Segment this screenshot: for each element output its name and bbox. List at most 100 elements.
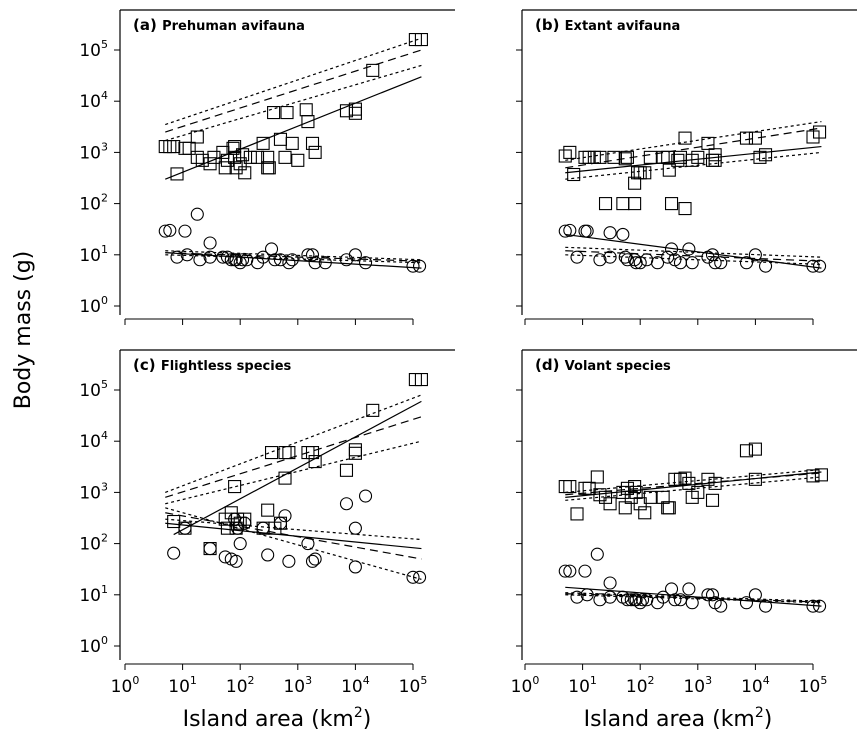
- data-point-circle: [308, 256, 322, 270]
- data-point-square: [348, 443, 362, 457]
- fit-line: [165, 252, 422, 269]
- data-point-circle: [406, 570, 420, 584]
- ci-upper-line: [165, 394, 422, 493]
- data-point-circle: [708, 256, 722, 270]
- data-point-square: [190, 130, 204, 144]
- data-point-circle: [668, 593, 682, 607]
- data-point-square: [664, 197, 679, 211]
- panel-a: (a) Prehuman avifauna 100 101 102 103 104 105: [79, 9, 455, 325]
- data-point-square: [261, 150, 275, 164]
- data-point-circle: [685, 256, 699, 270]
- y-tick-label: 103: [79, 480, 108, 503]
- data-point-square: [250, 150, 265, 164]
- data-point-square: [308, 455, 322, 469]
- data-point-circle: [413, 259, 427, 273]
- data-point-square: [629, 485, 643, 499]
- data-point-square: [638, 506, 652, 520]
- x-tick-label: 101: [168, 674, 197, 697]
- y-tick-label: 101: [79, 243, 108, 266]
- data-point-square: [282, 446, 296, 460]
- data-point-circle: [282, 256, 296, 270]
- x-tick-label: 104: [741, 674, 770, 697]
- data-point-square: [305, 446, 320, 460]
- data-point-circle: [570, 590, 584, 604]
- x-tick-label: 101: [568, 674, 597, 697]
- data-point-circle: [603, 590, 617, 604]
- data-point-circle: [178, 224, 192, 238]
- data-point-circle: [593, 593, 607, 607]
- data-point-square: [814, 468, 828, 482]
- x-tick-label: 102: [226, 674, 255, 697]
- fit-line: [565, 145, 822, 174]
- data-point-circle: [661, 250, 675, 264]
- data-point-circle: [308, 552, 322, 566]
- data-point-circle: [348, 560, 362, 574]
- data-point-circle: [664, 582, 679, 596]
- data-point-circle: [616, 227, 630, 241]
- panel-frame: [119, 9, 455, 315]
- data-point-square: [158, 140, 172, 154]
- data-point-circle: [348, 521, 362, 535]
- panel-b: (b) Extant avifauna: [516, 9, 857, 325]
- data-point-square: [308, 145, 322, 159]
- panel-d: (d) Volant species 100 101 102 103 104 105: [511, 349, 857, 697]
- data-point-square: [682, 476, 696, 490]
- data-point-square: [628, 197, 642, 211]
- data-point-square: [748, 472, 762, 486]
- y-tick-label: 102: [79, 532, 108, 555]
- data-point-square: [691, 485, 705, 499]
- data-point-square: [806, 469, 820, 483]
- data-point-circle: [220, 250, 234, 264]
- data-point-square: [701, 472, 715, 486]
- data-point-circle: [682, 582, 696, 596]
- data-point-circle: [650, 256, 665, 270]
- data-point-circle: [714, 599, 728, 613]
- x-tick-label: 102: [626, 674, 655, 697]
- data-point-square: [678, 202, 692, 216]
- data-point-circle: [218, 550, 232, 564]
- data-point-square: [758, 148, 773, 162]
- data-point-circle: [256, 521, 270, 535]
- data-point-square: [190, 150, 204, 164]
- data-point-square: [278, 150, 292, 164]
- y-tick-label: 100: [79, 634, 108, 657]
- data-point-square: [414, 372, 428, 387]
- ci-lower-line: [565, 254, 822, 265]
- data-point-square: [261, 503, 275, 517]
- data-point-square: [563, 480, 577, 494]
- data-point-circle: [413, 570, 427, 584]
- data-point-square: [291, 153, 305, 167]
- data-point-square: [563, 145, 577, 159]
- data-point-circle: [570, 250, 584, 264]
- data-point-circle: [273, 516, 288, 530]
- data-point-square: [178, 141, 192, 155]
- data-point-square: [305, 136, 320, 150]
- ci-lower-line: [565, 594, 822, 604]
- data-point-square: [616, 197, 630, 211]
- data-point-circle: [590, 547, 604, 561]
- data-point-circle: [167, 546, 181, 560]
- ci-upper-line: [165, 518, 422, 541]
- y-tick-label: 105: [79, 38, 108, 61]
- panel-frame: [521, 9, 857, 315]
- data-point-square: [662, 163, 676, 177]
- data-point-square: [691, 150, 705, 164]
- data-point-circle: [624, 593, 638, 607]
- ci-lower-line: [565, 476, 822, 501]
- data-point-circle: [748, 588, 762, 602]
- data-point-circle: [268, 253, 282, 267]
- data-point-circle: [603, 250, 617, 264]
- data-point-circle: [190, 207, 204, 221]
- data-point-square: [590, 470, 604, 484]
- fit-line: [173, 400, 422, 536]
- data-point-square: [678, 131, 692, 145]
- data-point-square: [813, 125, 827, 139]
- data-point-square: [708, 148, 722, 162]
- ci-upper-line: [565, 468, 822, 493]
- plot-area: [558, 120, 827, 273]
- y-axis-label: Body mass (g): [11, 251, 36, 410]
- y-tick-label: 104: [79, 89, 108, 112]
- data-point-square: [243, 150, 257, 164]
- data-point-square: [264, 446, 279, 460]
- data-point-square: [620, 481, 634, 495]
